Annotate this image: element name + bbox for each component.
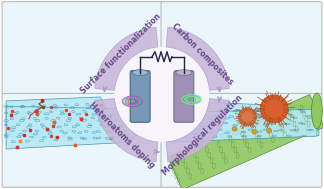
- Circle shape: [267, 128, 272, 133]
- Text: Surface functionalization: Surface functionalization: [79, 12, 163, 96]
- FancyBboxPatch shape: [2, 2, 163, 95]
- Polygon shape: [170, 101, 319, 137]
- Polygon shape: [166, 27, 229, 90]
- Text: Morphological regulation: Morphological regulation: [161, 93, 245, 177]
- FancyBboxPatch shape: [174, 71, 194, 122]
- Circle shape: [232, 126, 237, 131]
- Text: Carbon composites: Carbon composites: [170, 21, 235, 86]
- Circle shape: [252, 129, 257, 134]
- FancyBboxPatch shape: [130, 71, 150, 122]
- Circle shape: [260, 95, 288, 123]
- FancyBboxPatch shape: [2, 94, 163, 187]
- Ellipse shape: [176, 70, 192, 76]
- Circle shape: [114, 47, 210, 142]
- Text: Heteroatoms doping: Heteroatoms doping: [87, 101, 156, 170]
- Polygon shape: [170, 109, 317, 142]
- FancyBboxPatch shape: [161, 94, 322, 187]
- Ellipse shape: [132, 70, 148, 76]
- Ellipse shape: [312, 93, 322, 129]
- Polygon shape: [95, 99, 158, 162]
- Polygon shape: [95, 27, 158, 90]
- Polygon shape: [168, 94, 324, 189]
- Polygon shape: [6, 97, 120, 139]
- Polygon shape: [166, 99, 229, 162]
- FancyBboxPatch shape: [161, 2, 322, 95]
- Polygon shape: [6, 106, 155, 149]
- Circle shape: [238, 108, 256, 126]
